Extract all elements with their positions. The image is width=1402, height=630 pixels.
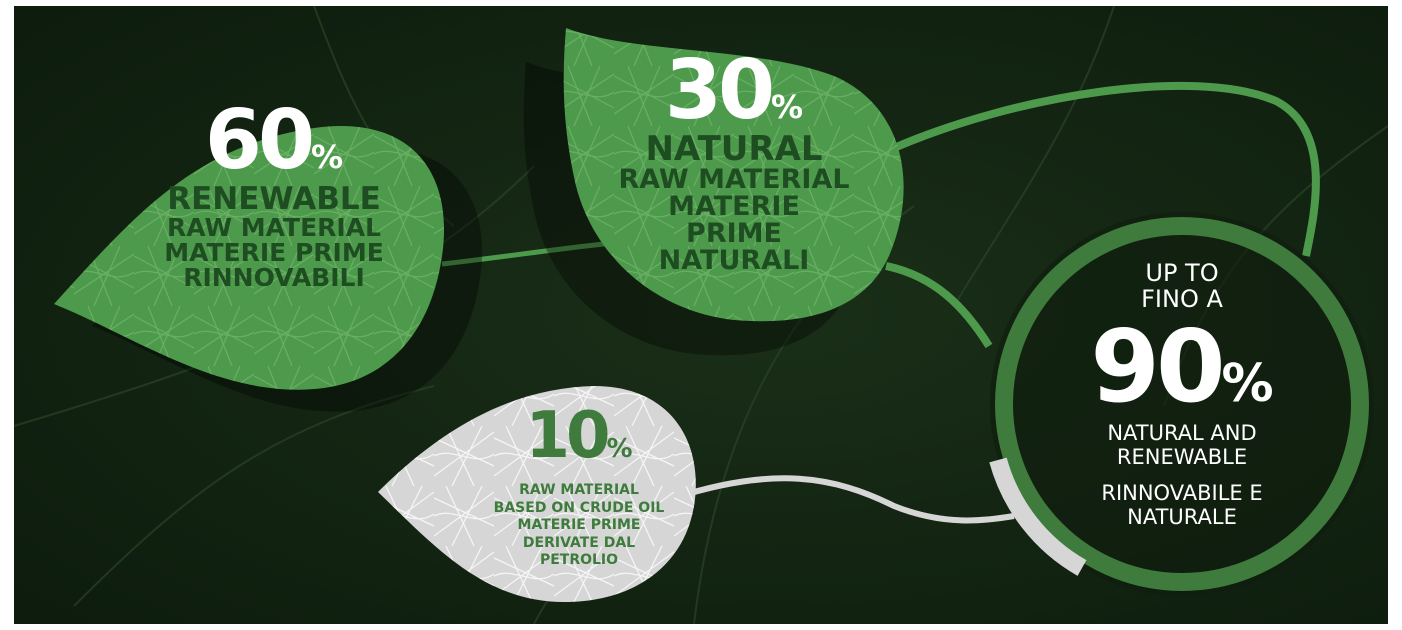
natural-line1: NATURAL	[645, 129, 823, 169]
renewable-line4: RINNOVABILI	[183, 263, 365, 292]
total-label: UP TO FINO A 90% NATURAL AND RENEWABLE R…	[1042, 259, 1322, 530]
ring-green	[995, 217, 1369, 591]
crude-oil-line5: PETROLIO	[539, 552, 619, 568]
leaf-natural-texture	[563, 28, 904, 322]
total-line2: FINO A	[1141, 285, 1223, 314]
renewable-label: 60% RENEWABLE RAW MATERIAL MATERIE PRIME…	[124, 100, 424, 292]
total-value: 90	[1090, 307, 1225, 425]
crude-oil-unit: %	[606, 434, 633, 464]
total-line4: RENEWABLE	[1116, 444, 1248, 469]
crude-oil-value: 10	[525, 399, 610, 473]
renewable-unit: %	[311, 138, 344, 176]
leaf-renewable-texture	[54, 126, 445, 390]
total-line5: RINNOVABILE E	[1101, 481, 1263, 506]
crude-oil-line4: DERIVATE DAL	[522, 534, 636, 551]
total-line6: NATURALE	[1127, 505, 1237, 530]
leaf-crude-oil-texture	[378, 386, 696, 602]
crude-oil-line1: RAW MATERIAL	[519, 482, 639, 498]
natural-value: 30	[664, 43, 775, 138]
crude-oil-label: 10% RAW MATERIAL BASED ON CRUDE OIL MATE…	[454, 404, 704, 570]
renewable-line1: RENEWABLE	[167, 181, 381, 217]
renewable-value: 60	[204, 93, 315, 188]
connector-natural-top	[892, 81, 1320, 257]
natural-line2: RAW MATERIAL	[618, 164, 850, 195]
natural-line5: NATURALI	[658, 245, 810, 276]
ring-inner	[990, 212, 1374, 596]
diagram-graphics	[14, 6, 1388, 624]
crude-oil-line3: MATERIE PRIME	[517, 517, 641, 533]
natural-unit: %	[771, 88, 804, 126]
infographic: 60% RENEWABLE RAW MATERIAL MATERIE PRIME…	[14, 6, 1388, 624]
total-line3: NATURAL AND	[1107, 420, 1257, 445]
natural-line4: PRIME	[686, 218, 782, 249]
total-unit: %	[1221, 353, 1274, 414]
natural-line3: MATERIE	[668, 191, 800, 222]
connector-crude-oil	[673, 475, 1015, 524]
crude-oil-line2: BASED ON CRUDE OIL	[493, 499, 665, 516]
connector-natural-bottom	[885, 262, 993, 349]
natural-label: 30% NATURAL RAW MATERIAL MATERIE PRIME N…	[584, 50, 884, 276]
ring-grey-segment	[989, 457, 1087, 576]
total-line1: UP TO	[1145, 259, 1219, 287]
renewable-line2: RAW MATERIAL	[166, 213, 381, 242]
renewable-line3: MATERIE PRIME	[164, 238, 384, 267]
